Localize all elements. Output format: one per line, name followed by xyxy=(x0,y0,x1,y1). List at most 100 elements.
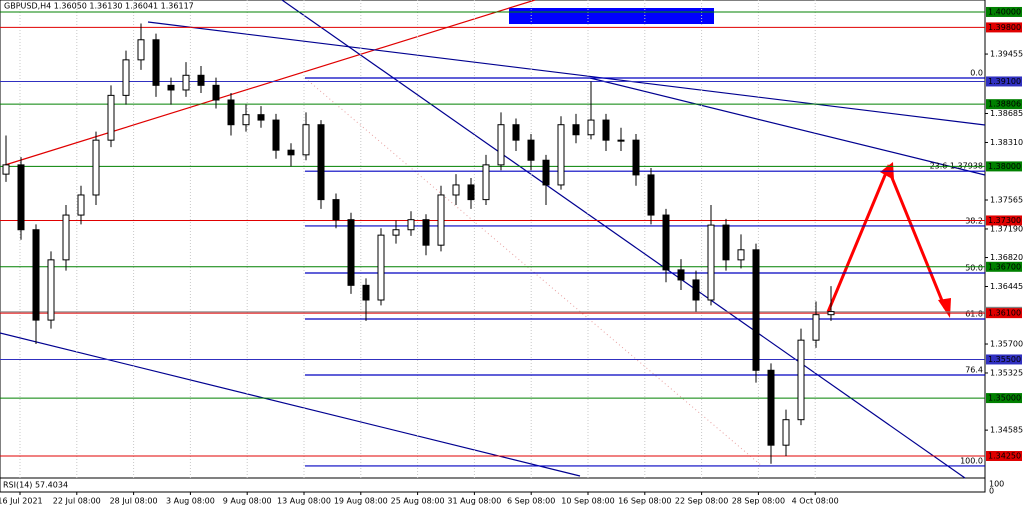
level-box xyxy=(986,308,1022,319)
candle-body xyxy=(827,311,835,316)
level-box xyxy=(986,393,1022,404)
level-label: 1.37300 xyxy=(988,216,1021,225)
level-label: 1.38806 xyxy=(988,100,1021,109)
candle-body xyxy=(617,139,625,142)
x-tick-label: 25 Aug 08:00 xyxy=(391,497,445,506)
candle-body xyxy=(557,124,565,186)
candle-body xyxy=(62,214,70,261)
candle-body xyxy=(347,219,355,286)
y-tick-label: 1.37190 xyxy=(990,224,1023,233)
candle-body xyxy=(677,269,685,281)
candle-body xyxy=(572,124,580,136)
level-label: 1.35000 xyxy=(988,394,1021,403)
level-label: 1.40000 xyxy=(988,7,1021,16)
fib-baseline xyxy=(304,77,763,467)
chart-title: GBPUSD,H4 1.36050 1.36130 1.36041 1.3611… xyxy=(4,2,194,11)
x-tick-label: 28 Jul 08:00 xyxy=(110,497,158,506)
fib-label: 0.0 xyxy=(970,68,983,77)
candle-body xyxy=(662,214,670,271)
candle-body xyxy=(92,139,100,196)
level-box xyxy=(986,6,1022,17)
candle-body xyxy=(257,114,265,121)
x-tick-label: 13 Aug 08:00 xyxy=(277,497,331,506)
fib-label: 100.0 xyxy=(960,456,983,465)
level-label: 1.34250 xyxy=(988,451,1021,460)
candle-body xyxy=(392,229,400,236)
trendline xyxy=(4,0,536,166)
candle-body xyxy=(797,339,805,421)
indicator-label: RSI(14) 57.4034 xyxy=(3,481,68,490)
trendline xyxy=(0,332,581,477)
candle-body xyxy=(482,164,490,201)
candle-body xyxy=(107,94,115,141)
candle-body xyxy=(47,259,55,321)
level-box xyxy=(986,215,1022,226)
y-tick-label: 1.39455 xyxy=(990,50,1023,59)
candle-body xyxy=(272,119,280,151)
candle-body xyxy=(737,249,745,261)
x-tick-label: 19 Aug 08:00 xyxy=(334,497,388,506)
x-tick-label: 31 Aug 08:00 xyxy=(447,497,501,506)
candle-body xyxy=(137,39,145,61)
forecast-arrow xyxy=(826,162,951,318)
trendline xyxy=(147,21,986,126)
level-box xyxy=(986,76,1022,87)
x-tick-label: 10 Sep 08:00 xyxy=(561,497,614,506)
candle-body xyxy=(302,124,310,156)
candle-body xyxy=(17,164,25,231)
candle-body xyxy=(2,164,10,175)
candle-body xyxy=(122,59,130,96)
candle-body xyxy=(722,224,730,261)
level-box xyxy=(986,354,1022,365)
x-tick-label: 16 Jul 2021 xyxy=(0,497,43,506)
candle-body xyxy=(812,314,820,341)
candle-body xyxy=(227,99,235,126)
level-label: 1.38000 xyxy=(988,162,1021,171)
x-tick-label: 22 Jul 08:00 xyxy=(53,497,101,506)
indicator-tick: 0 xyxy=(989,487,994,496)
candle-body xyxy=(437,194,445,246)
x-tick-label: 4 Oct 08:00 xyxy=(792,497,839,506)
level-label: 1.39100 xyxy=(988,77,1021,86)
candle-body xyxy=(767,369,775,446)
x-tick-label: 6 Sep 08:00 xyxy=(507,497,555,506)
candle-body xyxy=(287,149,295,156)
y-tick-label: 1.36820 xyxy=(990,253,1023,262)
candle-body xyxy=(152,39,160,86)
candle-body xyxy=(32,229,40,321)
candle-body xyxy=(467,184,475,201)
candle-body xyxy=(167,84,175,91)
x-tick-label: 28 Sep 08:00 xyxy=(732,497,785,506)
level-box xyxy=(986,22,1022,33)
candle-body xyxy=(752,249,760,371)
y-tick-label: 1.38685 xyxy=(990,109,1023,118)
candle-body xyxy=(422,219,430,246)
level-label: 1.35500 xyxy=(988,355,1021,364)
candle-body xyxy=(317,124,325,201)
x-tick-label: 3 Aug 08:00 xyxy=(166,497,215,506)
x-tick-label: 9 Aug 08:00 xyxy=(223,497,272,506)
level-box xyxy=(986,450,1022,461)
candle-body xyxy=(512,124,520,141)
candle-body xyxy=(407,219,415,231)
candle-body xyxy=(587,119,595,136)
candle-body xyxy=(692,279,700,301)
candle-body xyxy=(782,419,790,446)
level-box xyxy=(986,99,1022,110)
candle-body xyxy=(212,84,220,101)
level-label: 1.36100 xyxy=(988,309,1021,318)
candle-body xyxy=(332,199,340,221)
y-tick-label: 1.38310 xyxy=(990,138,1023,147)
candle-body xyxy=(602,119,610,141)
fib-label: 61.8 xyxy=(965,310,983,319)
zone-rect xyxy=(509,8,714,24)
candle-body xyxy=(452,184,460,196)
candle-body xyxy=(497,124,505,166)
candle-body xyxy=(377,234,385,301)
candle-body xyxy=(542,159,550,186)
candle-body xyxy=(182,74,190,91)
level-box xyxy=(986,161,1022,172)
y-tick-label: 1.35325 xyxy=(990,368,1023,377)
candle-body xyxy=(77,194,85,216)
